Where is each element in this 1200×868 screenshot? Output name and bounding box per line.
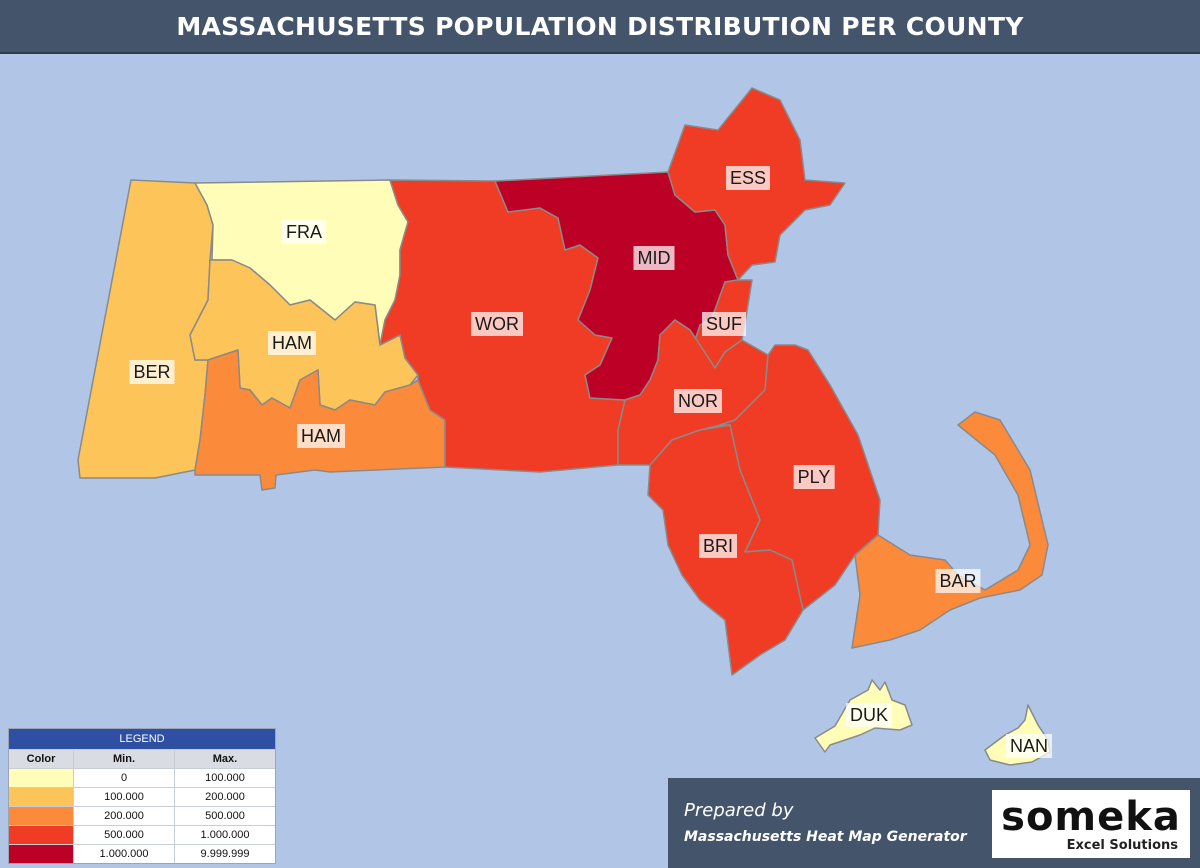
legend-swatch xyxy=(9,769,74,787)
legend-swatch xyxy=(9,826,74,844)
map-title: MASSACHUSETTS POPULATION DISTRIBUTION PE… xyxy=(176,11,1024,41)
county-label-fra: FRA xyxy=(282,220,326,244)
legend-max: 500.000 xyxy=(205,810,245,822)
legend-header-max: Max. xyxy=(212,753,238,765)
credit-panel: Prepared by Massachusetts Heat Map Gener… xyxy=(668,778,1200,868)
legend-swatch xyxy=(9,807,74,825)
county-map xyxy=(77,87,1051,766)
county-ham-lower[interactable] xyxy=(194,349,446,491)
county-label-suf: SUF xyxy=(702,312,746,336)
county-label-ham-upper: HAM xyxy=(268,331,316,355)
county-label-ply: PLY xyxy=(793,465,835,489)
county-bar[interactable] xyxy=(851,411,1049,649)
county-label-mid: MID xyxy=(633,246,675,270)
legend-row: 200.000 500.000 xyxy=(9,806,275,825)
county-label-ham-lower: HAM xyxy=(297,424,345,448)
logo-subtitle: Excel Solutions xyxy=(1066,838,1178,853)
legend-header-color: Color xyxy=(9,750,74,768)
legend: LEGEND Color Min. Max. 0 100.000 100.000… xyxy=(8,728,276,864)
legend-max: 100.000 xyxy=(205,772,245,784)
someka-logo[interactable]: someka Excel Solutions xyxy=(992,790,1190,858)
legend-max: 9.999.999 xyxy=(200,848,250,860)
legend-title: LEGEND xyxy=(9,729,275,749)
title-bar: MASSACHUSETTS POPULATION DISTRIBUTION PE… xyxy=(0,0,1200,54)
legend-swatch xyxy=(9,845,74,863)
county-label-bri: BRI xyxy=(698,534,738,558)
legend-max: 200.000 xyxy=(205,791,245,803)
legend-row: 1.000.000 9.999.999 xyxy=(9,844,275,863)
county-label-ess: ESS xyxy=(725,166,771,190)
county-label-duk: DUK xyxy=(845,703,893,727)
legend-min: 200.000 xyxy=(74,807,175,825)
legend-swatch xyxy=(9,788,74,806)
legend-header-row: Color Min. Max. xyxy=(9,749,275,768)
legend-min: 1.000.000 xyxy=(74,845,175,863)
county-label-wor: WOR xyxy=(471,312,523,336)
legend-row: 100.000 200.000 xyxy=(9,787,275,806)
county-label-nor: NOR xyxy=(674,389,722,413)
legend-min: 0 xyxy=(74,769,175,787)
logo-wordmark: someka xyxy=(1001,794,1181,840)
generator-name: Massachusetts Heat Map Generator xyxy=(684,829,967,845)
county-label-nan: NAN xyxy=(1005,734,1053,758)
legend-min: 500.000 xyxy=(74,826,175,844)
legend-min: 100.000 xyxy=(74,788,175,806)
prepared-by-text: Prepared by xyxy=(684,800,794,821)
legend-max: 1.000.000 xyxy=(200,829,250,841)
legend-row: 0 100.000 xyxy=(9,768,275,787)
map-area: BER FRA HAM HAM WOR MID ESS SUF NOR PLY … xyxy=(0,54,1200,868)
legend-row: 500.000 1.000.000 xyxy=(9,825,275,844)
county-label-ber: BER xyxy=(129,360,175,384)
county-label-bar: BAR xyxy=(935,569,981,593)
legend-header-min: Min. xyxy=(74,750,175,768)
